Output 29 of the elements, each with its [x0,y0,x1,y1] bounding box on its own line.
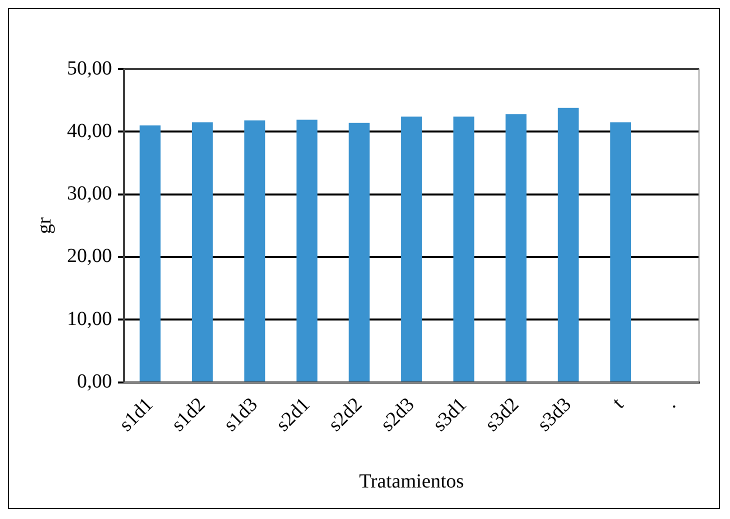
bar [506,114,526,382]
x-tick-label: s2d3 [376,393,419,436]
y-tick-label: 50,00 [67,57,112,80]
y-tick-label: 10,00 [67,308,112,330]
bar [244,120,266,382]
bar [296,120,318,382]
bar [192,122,213,382]
x-tick-label: s3d2 [481,393,524,436]
bar [610,122,632,382]
x-tick-label: . [661,393,680,413]
x-tick-label: s3d3 [533,393,576,436]
x-axis-title: Tratamientos [359,470,464,492]
y-tick-label: 40,00 [67,120,112,142]
bar [558,108,579,382]
bar [401,116,422,382]
y-tick-label: 20,00 [67,245,112,268]
y-tick-label: 0,00 [77,370,112,393]
x-tick-label: t [608,393,628,413]
x-tick-label: s1d3 [220,393,262,436]
bar [140,125,161,382]
y-axis-title: gr [33,216,56,234]
x-tick-label: s1d2 [167,393,210,436]
bar [453,116,474,382]
x-tick-label: s2d2 [324,393,366,436]
y-tick-label: 30,00 [67,182,112,205]
bar [348,122,370,382]
x-tick-label: s3d1 [428,393,472,436]
x-tick-label: s1d1 [115,393,158,436]
x-tick-label: s2d1 [272,393,314,436]
